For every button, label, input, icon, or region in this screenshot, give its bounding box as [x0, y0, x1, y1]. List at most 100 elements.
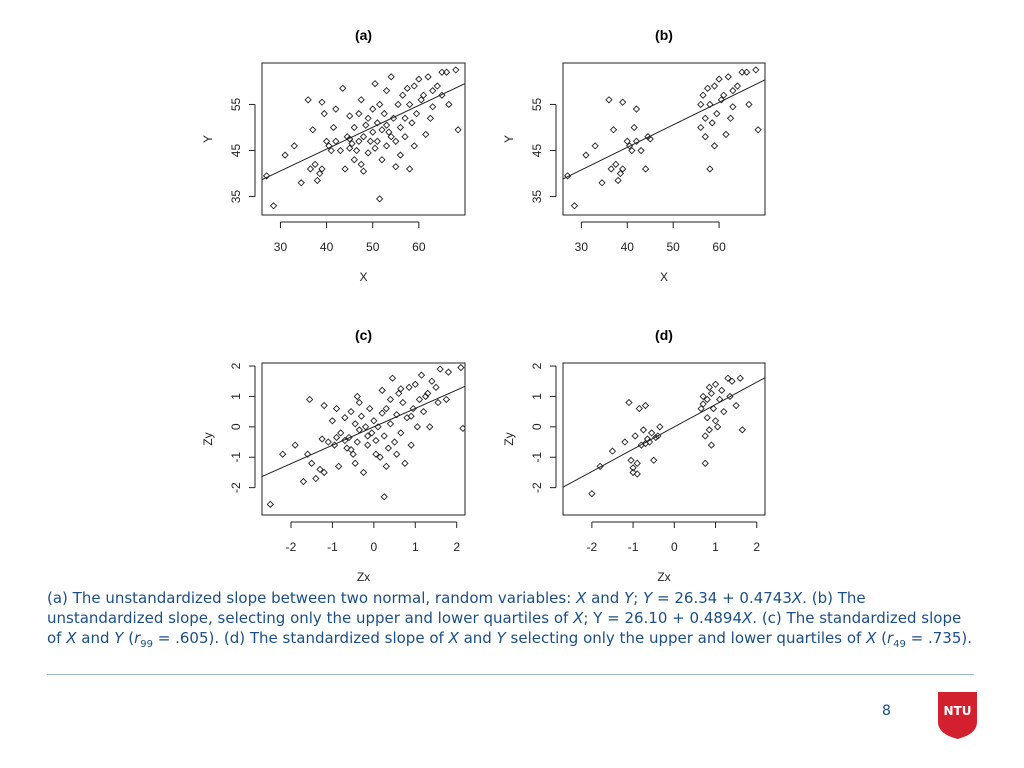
data-point-b	[612, 160, 620, 168]
data-point-c	[351, 459, 359, 467]
data-point-d	[699, 400, 707, 408]
footer-divider	[47, 674, 974, 675]
data-point-d	[625, 398, 633, 407]
data-point-d	[705, 383, 713, 391]
plot-frame-c	[261, 362, 466, 516]
data-point-a	[359, 167, 368, 175]
data-point-b	[637, 146, 645, 155]
data-point-b	[619, 98, 627, 106]
x-tick-label-b: 40	[621, 240, 635, 254]
x-tick-label-a: 30	[274, 240, 288, 254]
data-point-b	[722, 130, 730, 139]
plot-frame-a	[261, 62, 466, 216]
data-point-a	[376, 100, 384, 109]
y-tick-label-b: 55	[530, 97, 544, 111]
data-point-b	[703, 84, 712, 92]
data-point-b	[724, 73, 732, 81]
data-point-a	[429, 103, 437, 111]
data-point-a	[394, 100, 402, 109]
regression-line-b	[563, 79, 765, 180]
data-point-c	[366, 404, 374, 413]
data-point-d	[738, 426, 746, 434]
data-point-b	[607, 165, 615, 173]
data-point-b	[726, 114, 735, 122]
data-point-a	[399, 91, 407, 99]
data-point-d	[627, 456, 635, 464]
plot-title-b: (b)	[655, 27, 673, 43]
data-point-a	[392, 162, 400, 171]
data-point-a	[373, 137, 381, 145]
data-point-d	[724, 374, 732, 382]
data-point-a	[419, 91, 428, 99]
data-point-d	[707, 441, 716, 449]
data-point-c	[428, 377, 436, 385]
x-axis-label-d: Zx	[657, 570, 670, 584]
data-point-b	[605, 96, 613, 104]
data-point-b	[717, 96, 726, 104]
data-point-a	[309, 126, 317, 134]
data-point-c	[335, 462, 343, 470]
data-point-a	[378, 156, 386, 164]
data-point-a	[410, 82, 418, 90]
data-point-b	[701, 133, 709, 141]
x-tick-label-c: 1	[412, 540, 419, 554]
x-tick-label-b: 60	[712, 240, 726, 254]
data-point-c	[345, 433, 353, 442]
data-point-c	[442, 395, 450, 404]
x-tick-label-a: 60	[412, 240, 426, 254]
x-tick-label-b: 50	[667, 240, 681, 254]
plot-title-c: (c)	[355, 327, 372, 343]
data-point-b	[563, 172, 572, 180]
x-tick-label-d: -2	[587, 540, 598, 554]
y-tick-label-a: 45	[229, 144, 243, 158]
page-number: 8	[882, 703, 891, 719]
data-point-c	[332, 433, 341, 442]
y-tick-label-c: 2	[229, 362, 243, 369]
data-point-c	[419, 408, 428, 416]
data-point-a	[371, 80, 379, 88]
data-point-a	[387, 73, 395, 81]
data-point-c	[359, 468, 368, 477]
data-point-b	[710, 82, 719, 90]
data-point-d	[629, 464, 637, 472]
data-point-c	[405, 383, 413, 391]
data-point-a	[362, 121, 370, 129]
data-point-b	[619, 165, 627, 173]
data-point-b	[628, 146, 636, 155]
data-point-d	[629, 468, 637, 477]
data-point-d	[703, 395, 711, 404]
data-point-c	[424, 389, 432, 398]
data-point-a	[378, 126, 386, 134]
data-point-b	[630, 123, 638, 132]
data-point-c	[361, 423, 370, 431]
y-tick-label-d: 2	[530, 362, 544, 369]
data-point-a	[341, 165, 349, 173]
data-point-c	[343, 444, 351, 452]
data-point-d	[713, 423, 722, 431]
data-point-b	[641, 165, 650, 173]
x-axis-label-b: X	[660, 270, 668, 284]
y-tick-label-c: 1	[229, 393, 243, 400]
data-point-d	[631, 432, 639, 440]
data-point-a	[452, 66, 460, 74]
data-point-c	[382, 404, 390, 413]
data-point-c	[318, 435, 326, 443]
data-point-d	[720, 408, 728, 416]
data-point-c	[382, 462, 390, 470]
data-point-a	[281, 151, 289, 159]
data-point-a	[297, 179, 305, 187]
ntu-logo-text: NTU	[943, 704, 972, 718]
data-point-a	[332, 137, 340, 145]
data-point-d	[701, 432, 709, 440]
data-point-a	[385, 128, 393, 136]
x-tick-label-d: 0	[671, 540, 678, 554]
data-point-a	[426, 114, 435, 122]
data-point-c	[415, 395, 424, 404]
data-point-d	[650, 456, 658, 464]
data-point-a	[438, 91, 446, 99]
data-point-c	[432, 383, 440, 391]
data-point-a	[325, 142, 333, 150]
data-point-d	[726, 392, 734, 401]
x-tick-label-c: -1	[327, 540, 338, 554]
data-point-c	[411, 380, 419, 388]
